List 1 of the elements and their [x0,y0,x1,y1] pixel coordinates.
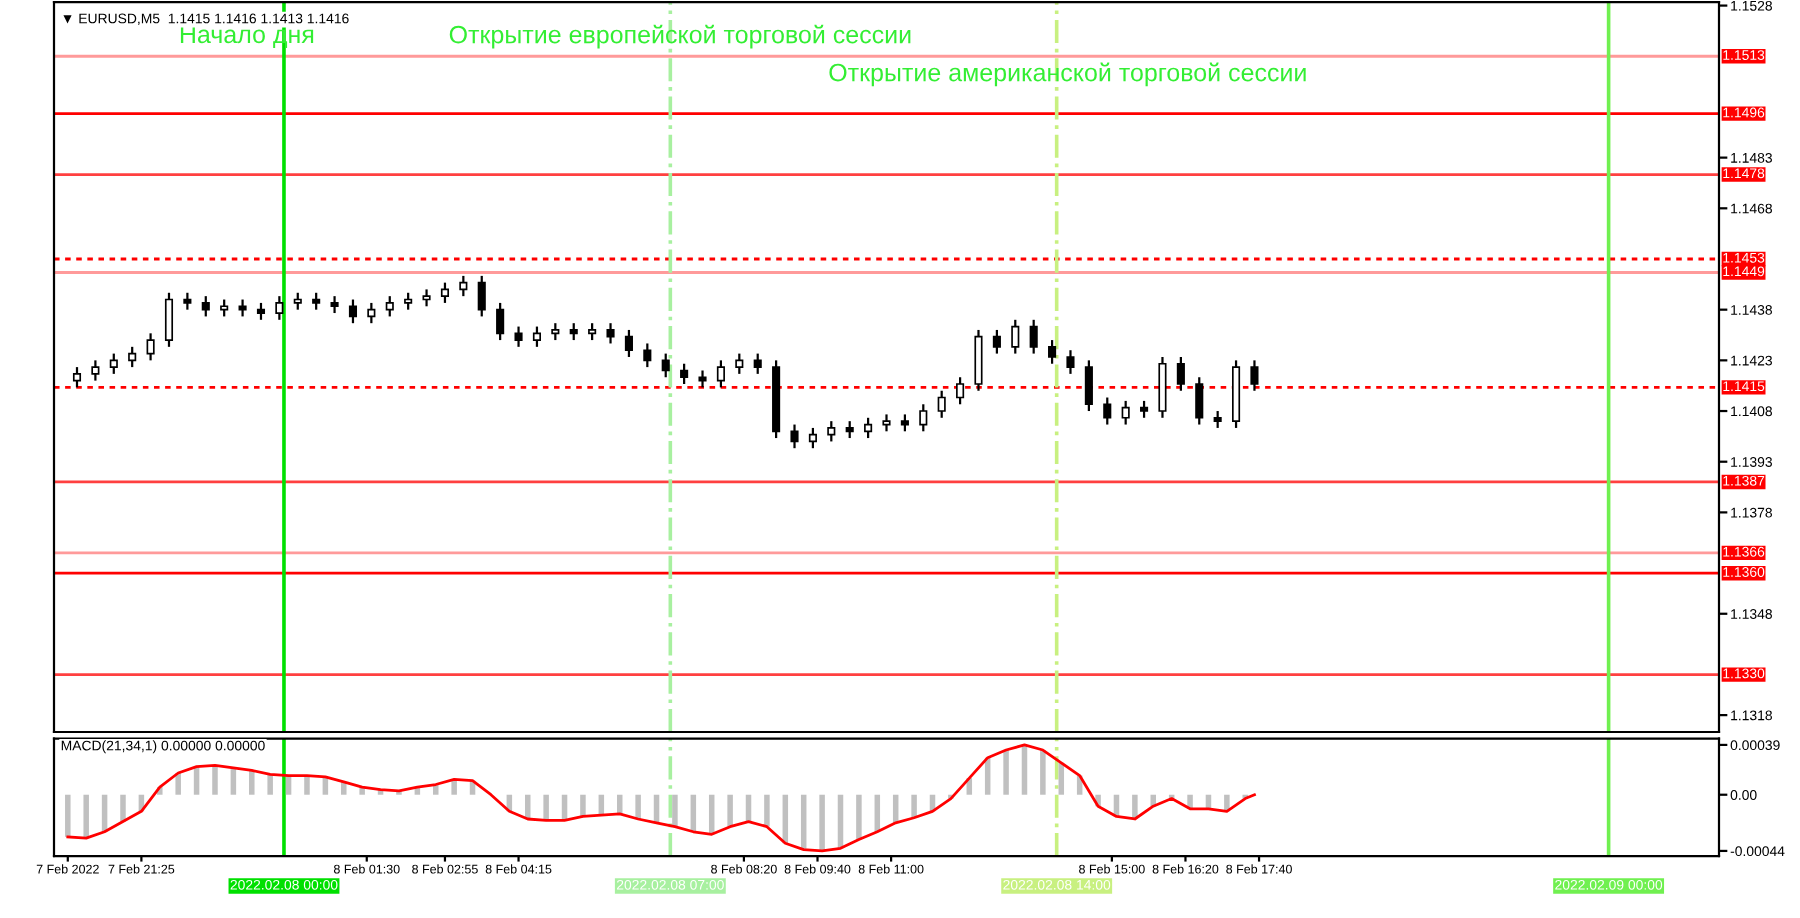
annotation: Открытие европейской торговой сессии [449,24,911,49]
